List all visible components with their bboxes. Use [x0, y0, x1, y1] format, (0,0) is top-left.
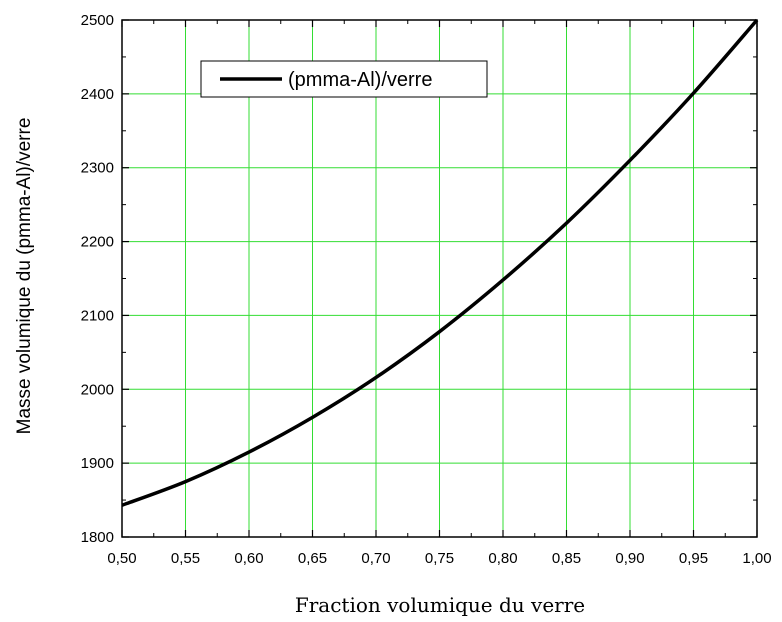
x-tick-label: 1,00: [742, 550, 771, 567]
y-tick-label: 2200: [81, 234, 114, 251]
y-tick-labels: 1800 1900 2000 2100 2200 2300 2400 2500: [81, 12, 114, 546]
x-tick-label: 0,95: [679, 550, 708, 567]
x-tick-label: 0,65: [298, 550, 327, 567]
x-tick-labels: 0,50 0,55 0,60 0,65 0,70 0,75 0,80 0,85 0,90 0,95…: [107, 550, 771, 567]
x-tick-label: 0,90: [615, 550, 644, 567]
y-tick-label: 1800: [81, 529, 114, 546]
y-tick-label: 2500: [81, 12, 114, 29]
legend-label: (pmma-Al)/verre: [288, 69, 432, 91]
y-tick-label: 2000: [81, 381, 114, 398]
legend: (pmma-Al)/verre: [201, 61, 487, 97]
x-tick-label: 0,85: [552, 550, 581, 567]
x-axis-label: Fraction volumique du verre: [295, 593, 585, 617]
x-tick-label: 0,75: [425, 550, 454, 567]
y-tick-label: 2100: [81, 307, 114, 324]
x-tick-label: 0,50: [107, 550, 136, 567]
x-tick-label: 0,55: [171, 550, 200, 567]
x-tick-label: 0,60: [234, 550, 263, 567]
y-tick-label: 2300: [81, 160, 114, 177]
grid: [122, 20, 757, 537]
y-axis-label: Masse volumique du (pmma-Al)/verre: [14, 118, 35, 435]
y-tick-label: 2400: [81, 86, 114, 103]
x-tick-label: 0,80: [488, 550, 517, 567]
x-tick-label: 0,70: [361, 550, 390, 567]
y-tick-label: 1900: [81, 455, 114, 472]
